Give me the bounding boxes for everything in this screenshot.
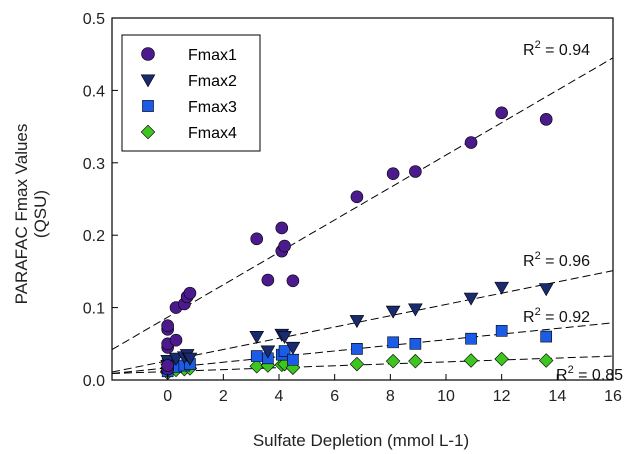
point-fmax3 (351, 343, 363, 355)
r-squared-label-fmax4: R2 = 0.85 (556, 364, 623, 384)
x-tick-label: 4 (275, 388, 284, 405)
legend-marker-fmax4 (140, 124, 156, 140)
legend-marker-fmax1 (141, 47, 155, 61)
x-tick-label: 12 (493, 388, 511, 405)
point-fmax4 (249, 358, 264, 374)
x-tick-label: 16 (604, 388, 622, 405)
point-fmax2 (538, 283, 554, 297)
x-tick-label: 14 (548, 388, 566, 405)
r-squared-labels: R2 = 0.94 R2 = 0.96 R2 = 0.92 R2 = 0.85 (523, 39, 623, 384)
point-fmax2 (408, 303, 423, 317)
y-tick-label: 0.4 (83, 83, 105, 100)
y-tick-label: 0.1 (83, 301, 105, 318)
point-fmax4 (385, 353, 401, 369)
r-squared-label-fmax3: R2 = 0.92 (523, 306, 590, 326)
point-fmax4 (538, 353, 554, 368)
point-fmax4 (494, 351, 509, 367)
r-squared-label-fmax1: R2 = 0.94 (523, 39, 590, 59)
point-fmax4 (349, 356, 365, 372)
point-fmax2 (385, 305, 401, 319)
point-fmax3 (465, 332, 477, 345)
point-fmax2 (277, 331, 292, 344)
point-fmax1 (261, 273, 275, 287)
point-fmax1 (409, 165, 422, 178)
point-fmax1 (161, 359, 174, 372)
point-fmax2 (285, 341, 301, 355)
point-fmax3 (387, 336, 399, 349)
point-fmax1 (169, 333, 183, 347)
legend-marker-fmax3 (142, 100, 154, 112)
x-tick-label: 10 (437, 388, 455, 405)
point-fmax1 (386, 167, 400, 180)
point-fmax4 (408, 353, 423, 369)
y-tick-label: 0.5 (83, 11, 105, 28)
point-fmax1 (350, 190, 364, 204)
y-tick-label: 0.0 (83, 373, 105, 390)
point-fmax2 (260, 345, 276, 359)
point-fmax1 (278, 239, 291, 253)
y-tick-label: 0.2 (83, 228, 105, 245)
point-fmax1 (183, 286, 197, 300)
point-fmax1 (539, 113, 553, 126)
point-fmax1 (464, 136, 478, 149)
point-fmax2 (349, 315, 365, 329)
point-fmax3 (409, 337, 422, 350)
point-fmax1 (286, 274, 300, 288)
x-tick-label: 6 (330, 388, 339, 405)
point-fmax4 (463, 353, 479, 368)
legend-label-fmax1: Fmax1 (188, 47, 237, 64)
point-fmax1 (495, 106, 508, 120)
x-tick-label: 0 (163, 388, 172, 405)
x-tick-label: 2 (219, 388, 228, 405)
data-points (160, 106, 554, 381)
point-fmax2 (249, 331, 265, 344)
point-fmax3 (250, 350, 263, 362)
x-axis-title: Sulfate Depletion (mmol L-1) (253, 431, 469, 450)
legend-label-fmax4: Fmax4 (188, 125, 237, 142)
point-fmax2 (494, 281, 510, 295)
point-fmax2 (182, 352, 198, 366)
point-fmax3 (495, 324, 508, 337)
trendline-fmax1 (111, 57, 614, 351)
y-tick-label: 0.3 (83, 156, 105, 173)
point-fmax1 (250, 232, 264, 246)
legend-marker-fmax2 (140, 74, 156, 88)
plot-frame (111, 17, 614, 381)
legend-label-fmax3: Fmax3 (188, 99, 237, 116)
y-axis-title-line2: (QSU) (31, 190, 50, 238)
legend: Fmax1 Fmax2 Fmax3 Fmax4 (121, 34, 261, 152)
point-fmax3 (540, 330, 553, 343)
point-fmax2 (463, 292, 479, 306)
point-fmax1 (275, 221, 289, 235)
plot-area (111, 17, 614, 381)
point-fmax3 (287, 353, 299, 366)
x-tick-label: 8 (386, 388, 395, 405)
axes: 0 2 4 6 8 10 12 14 16 0.0 0.1 0.2 0.3 0.4 0.5 (83, 11, 622, 405)
legend-label-fmax2: Fmax2 (188, 73, 237, 90)
r-squared-label-fmax2: R2 = 0.96 (523, 250, 590, 270)
y-axis-title-line1: PARAFAC Fmax Values (12, 124, 31, 305)
point-fmax1 (161, 319, 174, 333)
point-fmax2 (168, 352, 184, 366)
